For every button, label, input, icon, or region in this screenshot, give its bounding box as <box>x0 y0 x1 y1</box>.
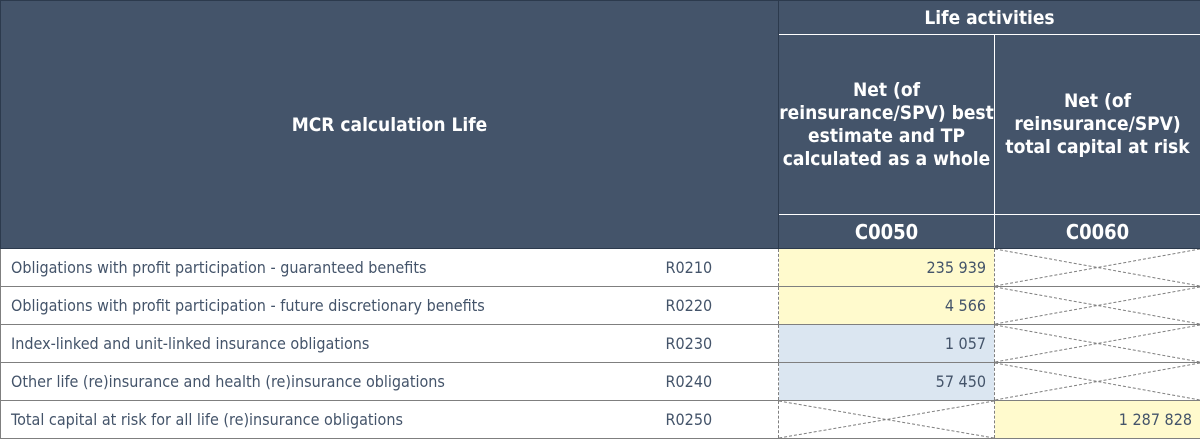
header-row-codes: C0050 C0060 <box>1 214 1200 249</box>
column-code-c0060: C0060 <box>994 214 1200 249</box>
cross-out-icon <box>995 363 1200 400</box>
not-applicable-cell <box>994 286 1200 325</box>
table-row: Obligations with profit participation - … <box>0 286 1200 325</box>
row-label: Index-linked and unit-linked insurance o… <box>0 324 601 363</box>
row-code: R0210 <box>600 248 779 287</box>
header-row-columns: Net (of reinsurance/SPV) best estimate a… <box>1 34 1200 215</box>
row-label: Obligations with profit participation - … <box>0 286 601 325</box>
row-label: Other life (re)insurance and health (re)… <box>0 362 601 401</box>
row-label: Obligations with profit participation - … <box>0 248 601 287</box>
table-title: MCR calculation Life <box>0 0 780 249</box>
table-row: Other life (re)insurance and health (re)… <box>0 362 1200 401</box>
not-applicable-cell <box>994 324 1200 363</box>
row-label: Total capital at risk for all life (re)i… <box>0 400 601 439</box>
row-code: R0240 <box>600 362 779 401</box>
not-applicable-cell <box>778 400 996 439</box>
cell-c0050[interactable]: 235 939 <box>778 248 996 287</box>
table-row: Index-linked and unit-linked insurance o… <box>0 324 1200 363</box>
cell-c0050[interactable]: 1 057 <box>778 324 996 363</box>
not-applicable-cell <box>994 362 1200 401</box>
cell-c0060[interactable]: 1 287 828 <box>994 400 1200 439</box>
column-group-header: Life activities <box>778 0 1200 35</box>
cross-out-icon <box>995 249 1200 286</box>
cell-c0050[interactable]: 57 450 <box>778 362 996 401</box>
cross-out-icon <box>995 325 1200 362</box>
column-header-capital-at-risk: Net (of reinsurance/SPV) total capital a… <box>994 34 1200 215</box>
table-row: Obligations with profit participation - … <box>0 248 1200 287</box>
column-header-best-estimate: Net (of reinsurance/SPV) best estimate a… <box>778 34 996 215</box>
row-code: R0220 <box>600 286 779 325</box>
header-row-group: MCR calculation Life Life activities <box>0 0 1200 249</box>
cross-out-icon <box>779 401 994 438</box>
column-code-c0050: C0050 <box>778 214 996 249</box>
not-applicable-cell <box>994 248 1200 287</box>
cross-out-icon <box>995 287 1200 324</box>
cell-c0050[interactable]: 4 566 <box>778 286 996 325</box>
table-row: Total capital at risk for all life (re)i… <box>0 400 1200 439</box>
row-code: R0230 <box>600 324 779 363</box>
row-code: R0250 <box>600 400 779 439</box>
